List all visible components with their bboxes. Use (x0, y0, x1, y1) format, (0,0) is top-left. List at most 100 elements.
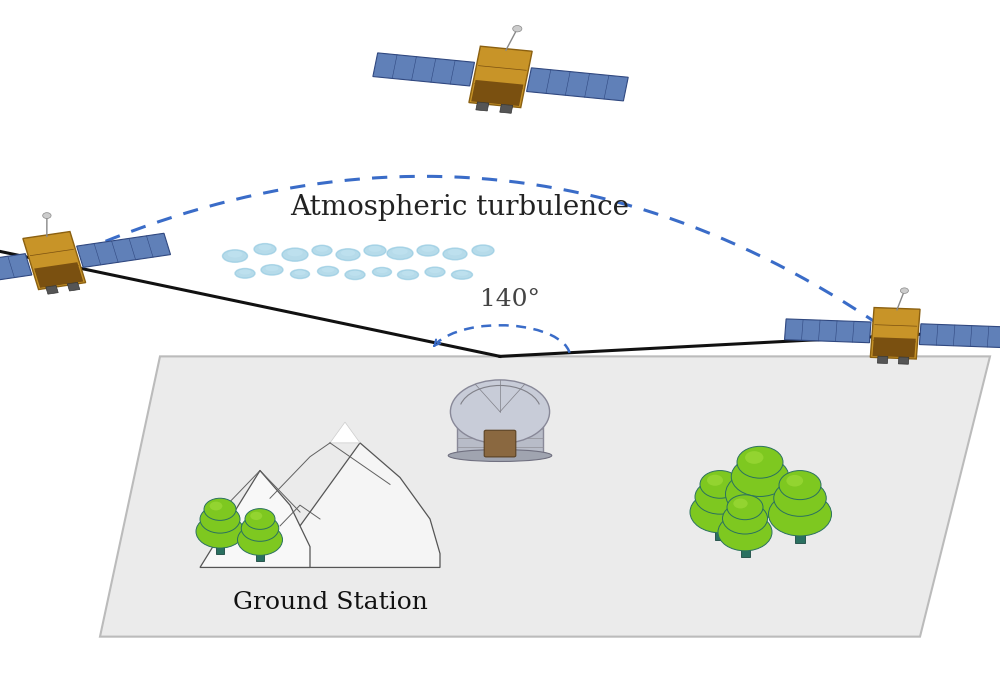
Ellipse shape (472, 245, 494, 256)
Bar (785, 319, 871, 343)
Bar (373, 53, 474, 86)
Circle shape (731, 457, 789, 496)
Circle shape (204, 498, 236, 520)
Ellipse shape (222, 250, 248, 262)
Circle shape (768, 493, 832, 536)
Ellipse shape (265, 266, 279, 271)
Polygon shape (100, 356, 990, 637)
Ellipse shape (425, 267, 445, 277)
Circle shape (737, 446, 783, 478)
FancyBboxPatch shape (870, 307, 920, 359)
Circle shape (690, 491, 750, 533)
Polygon shape (330, 422, 360, 443)
Ellipse shape (345, 270, 365, 280)
Ellipse shape (402, 271, 414, 276)
Circle shape (700, 471, 740, 498)
Ellipse shape (294, 270, 306, 275)
Bar (898, 357, 909, 364)
Text: 140°: 140° (480, 289, 540, 311)
Bar (872, 337, 916, 358)
Bar (256, 540, 264, 561)
Ellipse shape (456, 271, 468, 276)
Bar (877, 356, 888, 363)
Bar (67, 282, 80, 291)
Ellipse shape (450, 380, 550, 444)
Ellipse shape (336, 248, 360, 261)
Bar (216, 531, 224, 554)
Circle shape (196, 515, 244, 548)
Bar (476, 102, 489, 111)
Ellipse shape (429, 268, 441, 273)
Ellipse shape (387, 247, 413, 260)
Ellipse shape (421, 246, 435, 252)
Bar (919, 324, 1000, 347)
Ellipse shape (476, 246, 490, 252)
Circle shape (733, 498, 748, 509)
Circle shape (513, 26, 522, 32)
Polygon shape (200, 471, 310, 567)
Circle shape (43, 212, 51, 219)
Ellipse shape (261, 265, 283, 275)
FancyBboxPatch shape (23, 232, 86, 289)
Ellipse shape (341, 250, 355, 256)
Ellipse shape (282, 248, 308, 262)
Ellipse shape (316, 246, 328, 252)
Circle shape (695, 480, 745, 514)
Ellipse shape (254, 244, 276, 255)
Ellipse shape (364, 245, 386, 256)
Bar (740, 532, 750, 557)
Bar (527, 68, 628, 101)
Ellipse shape (443, 248, 467, 260)
Circle shape (210, 502, 222, 511)
Ellipse shape (372, 268, 392, 277)
Ellipse shape (368, 246, 382, 252)
Circle shape (745, 451, 763, 464)
Bar (34, 262, 83, 288)
Bar (77, 233, 171, 267)
Circle shape (900, 288, 908, 293)
Circle shape (722, 503, 768, 534)
Circle shape (779, 471, 821, 500)
Ellipse shape (290, 270, 310, 279)
Bar (471, 80, 523, 106)
FancyBboxPatch shape (484, 430, 516, 457)
Circle shape (250, 512, 262, 520)
Polygon shape (270, 443, 440, 567)
Circle shape (718, 513, 772, 551)
Ellipse shape (376, 268, 388, 273)
Circle shape (238, 525, 283, 555)
Circle shape (726, 471, 794, 518)
Ellipse shape (392, 248, 408, 255)
Ellipse shape (349, 271, 361, 276)
Bar (457, 412, 543, 455)
Ellipse shape (448, 450, 552, 462)
Ellipse shape (287, 249, 303, 256)
Bar (715, 512, 725, 540)
Ellipse shape (398, 270, 418, 280)
Ellipse shape (228, 251, 242, 257)
Text: Atmospheric turbulence: Atmospheric turbulence (290, 194, 630, 221)
Ellipse shape (448, 249, 462, 255)
Ellipse shape (312, 246, 332, 256)
Bar (0, 254, 32, 288)
Ellipse shape (417, 245, 439, 256)
Circle shape (241, 516, 279, 541)
FancyBboxPatch shape (469, 46, 532, 107)
Circle shape (727, 495, 763, 520)
Circle shape (245, 509, 275, 529)
Ellipse shape (258, 244, 272, 251)
Bar (46, 286, 58, 294)
Ellipse shape (239, 269, 251, 275)
Bar (795, 514, 805, 543)
Ellipse shape (452, 271, 473, 279)
Circle shape (200, 505, 240, 533)
Circle shape (786, 475, 803, 486)
Ellipse shape (318, 266, 338, 276)
Circle shape (774, 480, 826, 516)
Ellipse shape (322, 267, 334, 273)
Bar (500, 104, 513, 113)
Bar (754, 494, 766, 526)
Circle shape (707, 475, 723, 486)
Ellipse shape (235, 268, 255, 278)
Text: Ground Station: Ground Station (233, 590, 427, 614)
